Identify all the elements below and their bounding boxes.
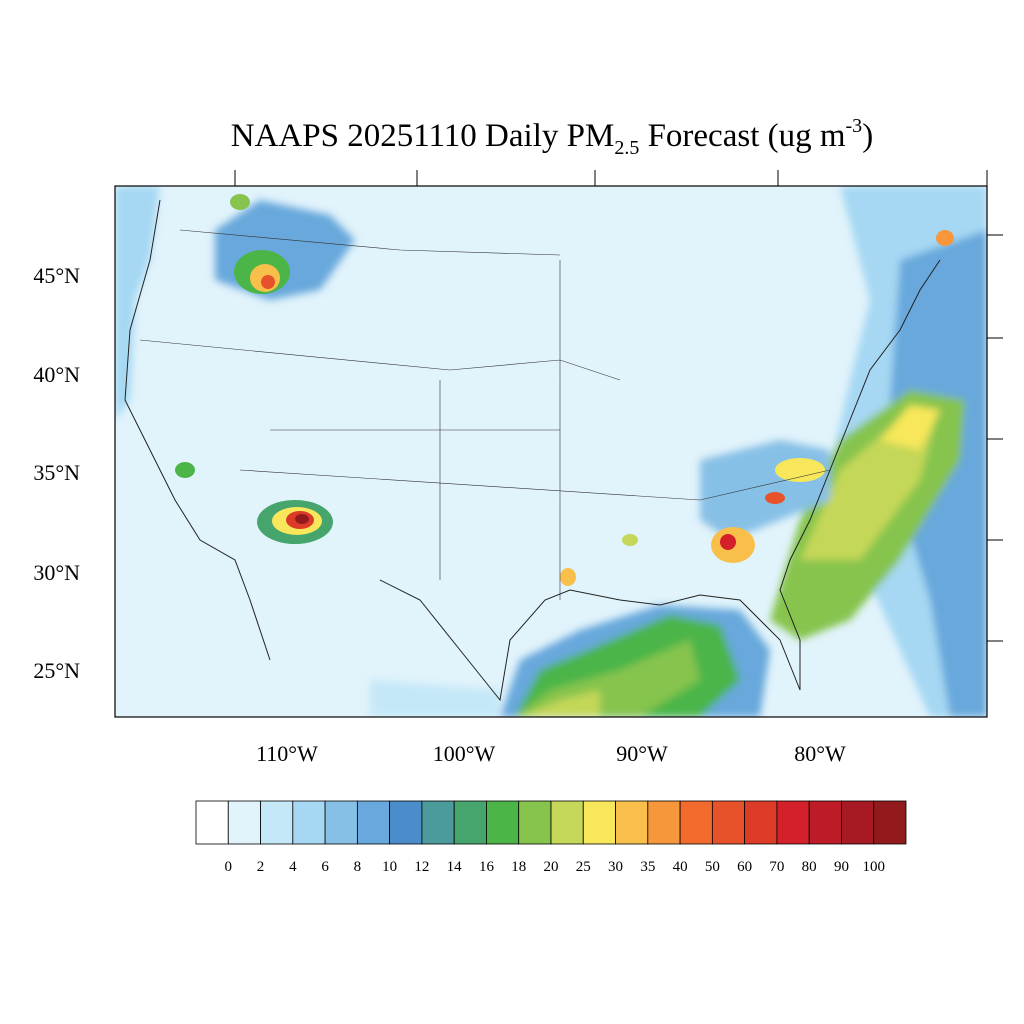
colorbar-box [195, 800, 229, 845]
colorbar-label: 18 [511, 859, 526, 875]
colorbar-box [260, 800, 294, 845]
colorbar-box [679, 800, 713, 845]
colorbar-box [873, 800, 907, 845]
colorbar-label: 70 [769, 859, 784, 875]
colorbar-box [808, 800, 842, 845]
map-frame [114, 185, 988, 718]
lat-label: 45°N [33, 263, 80, 288]
colorbar-label: 16 [479, 859, 495, 875]
colorbar-box [227, 800, 261, 845]
colorbar-label: 90 [834, 859, 849, 875]
colorbar-box [615, 800, 649, 845]
colorbar-label: 14 [447, 859, 463, 875]
map-title: NAAPS 20251110 Daily PM2.5 Forecast (ug … [231, 115, 873, 159]
colorbar-box [292, 800, 326, 845]
colorbar-box [711, 800, 746, 845]
lat-label: 30°N [33, 560, 80, 585]
colorbar-label: 12 [414, 859, 429, 875]
colorbar-box [324, 800, 358, 845]
colorbar-label: 50 [705, 859, 720, 875]
title-rest: Forecast (ug m [639, 118, 846, 154]
colorbar-box [776, 800, 810, 845]
colorbar-label: 4 [289, 859, 297, 875]
colorbar-label: 30 [608, 859, 623, 875]
colorbar-label: 40 [673, 859, 688, 875]
title-sub: 2.5 [614, 137, 639, 159]
colorbar-box [647, 800, 681, 845]
colorbar-label: 2 [257, 859, 265, 875]
colorbar-box [744, 800, 778, 845]
colorbar-label: 100 [862, 859, 885, 875]
colorbar-box [550, 800, 584, 845]
frame-ticks [234, 170, 1003, 642]
colorbar-label: 0 [225, 859, 233, 875]
colorbar-label: 35 [640, 859, 655, 875]
lon-label: 90°W [616, 741, 668, 766]
colorbar-label: 6 [321, 859, 329, 875]
colorbar-box [841, 800, 875, 845]
colorbar-label: 60 [737, 859, 752, 875]
colorbar-label: 10 [382, 859, 397, 875]
colorbar-box [518, 800, 552, 845]
lat-label: 35°N [33, 460, 80, 485]
colorbar-box [421, 800, 455, 845]
title-main: NAAPS 20251110 Daily PM [231, 118, 615, 154]
colorbar-box [486, 800, 520, 845]
colorbar-box [453, 800, 487, 845]
map-field [115, 186, 987, 717]
colorbar-label: 25 [576, 859, 591, 875]
colorbar-label: 20 [544, 859, 559, 875]
colorbar-box [356, 800, 391, 845]
colorbar-label: 8 [354, 859, 362, 875]
title-end: ) [862, 118, 873, 154]
lon-label: 80°W [794, 741, 846, 766]
title-sup: -3 [846, 115, 863, 137]
colorbar-box [582, 800, 616, 845]
lon-label: 100°W [433, 741, 496, 766]
lat-label: 40°N [33, 362, 80, 387]
lat-label: 25°N [33, 658, 80, 683]
colorbar-label: 80 [802, 859, 817, 875]
lon-label: 110°W [256, 741, 318, 766]
colorbar-box [389, 800, 423, 845]
